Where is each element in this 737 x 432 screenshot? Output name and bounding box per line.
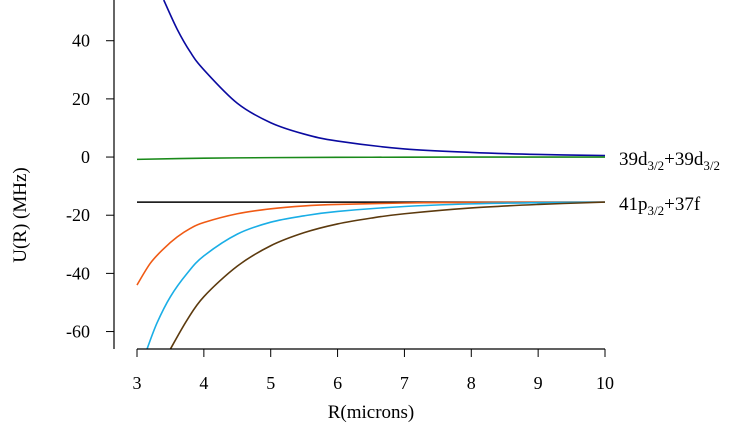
y-tick-label: -40 (66, 263, 90, 283)
x-tick-label: 10 (596, 373, 614, 393)
state-label-39d-39d: 39d3/2+39d3/2 (619, 149, 720, 173)
x-tick-label: 4 (199, 373, 208, 393)
series-line-4 (146, 201, 606, 350)
y-tick-label: 40 (72, 31, 90, 51)
annot-0-mid: +39d (664, 149, 704, 170)
x-tick-label: 8 (467, 373, 476, 393)
annot-1-mid: +37f (664, 194, 701, 215)
series-line-0 (163, 0, 606, 157)
x-axis-ticks: 3 4 5 6 7 8 9 10 (133, 349, 614, 393)
state-label-41p-37f: 41p3/2+37f (619, 194, 701, 218)
y-axis-ticks: -60 -40 -20 0 20 40 (66, 31, 114, 342)
annot-0-base1: 39d (619, 149, 648, 170)
x-tick-label: 9 (534, 373, 543, 393)
x-tick-label: 5 (266, 373, 275, 393)
series-line-1 (136, 156, 606, 161)
y-tick-label: -60 (66, 322, 90, 342)
y-tick-label: -20 (66, 205, 90, 225)
series-line-3 (136, 201, 606, 286)
x-axis-title: R(microns) (328, 402, 415, 423)
y-axis-title: U(R) (MHz) (10, 167, 31, 263)
axes (113, 0, 605, 350)
annot-0-sub2: 3/2 (703, 158, 720, 173)
annot-0-sub1: 3/2 (648, 158, 665, 173)
series-line-5 (169, 201, 606, 350)
series-curves (136, 0, 606, 350)
x-tick-label: 3 (133, 373, 142, 393)
x-tick-label: 7 (400, 373, 409, 393)
annot-1-sub1: 3/2 (648, 203, 665, 218)
y-tick-label: 20 (72, 89, 90, 109)
y-tick-label: 0 (81, 147, 90, 167)
annot-1-base1: 41p (619, 194, 648, 215)
x-tick-label: 6 (333, 373, 342, 393)
